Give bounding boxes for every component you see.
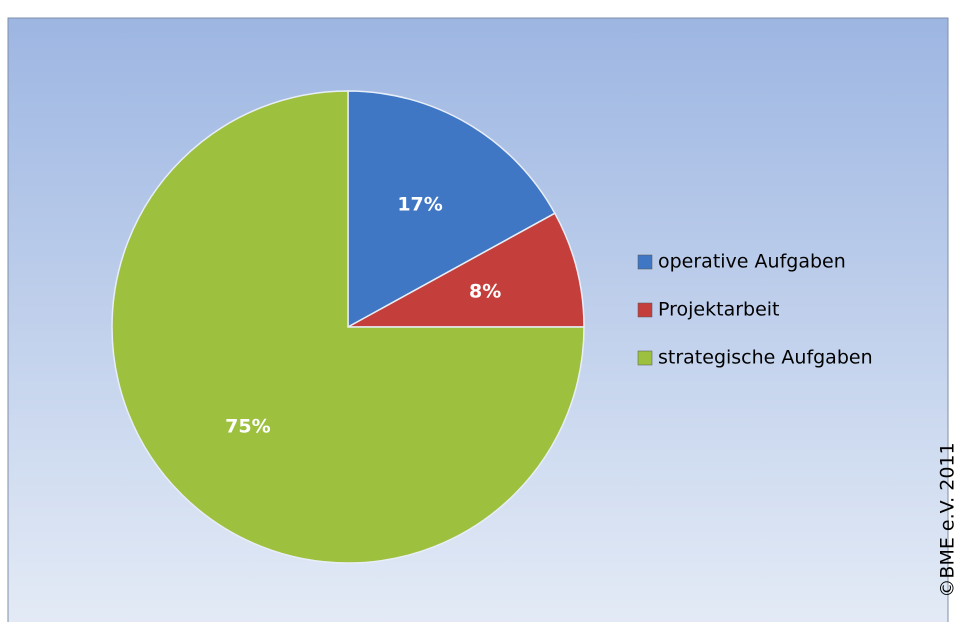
legend-label: strategische Aufgaben	[658, 347, 873, 369]
legend-swatch	[638, 255, 652, 269]
copyright: ©BME e.V. 2011	[937, 442, 958, 597]
legend-swatch	[638, 351, 652, 365]
legend-swatch	[638, 303, 652, 317]
legend-label: operative Aufgaben	[658, 251, 846, 273]
data-label: 17%	[397, 194, 442, 216]
data-label: 8%	[469, 280, 501, 302]
data-label: 75%	[225, 416, 270, 438]
legend-label: Projektarbeit	[658, 299, 780, 321]
